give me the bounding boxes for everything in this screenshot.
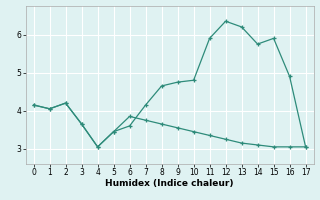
- X-axis label: Humidex (Indice chaleur): Humidex (Indice chaleur): [105, 179, 234, 188]
